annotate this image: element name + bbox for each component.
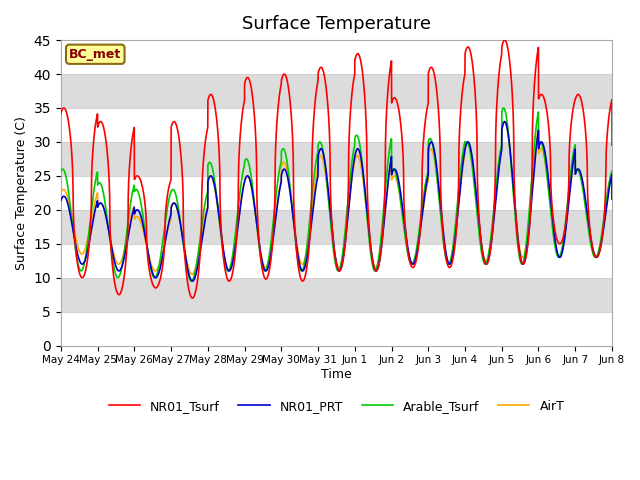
Bar — [61, 74, 612, 108]
Arable_Tsurf — [179, 237, 187, 243]
NR01_Tsurf — [561, 229, 568, 235]
AirT — [179, 235, 187, 241]
NR01_PRT — [377, 250, 385, 255]
NR01_PRT — [179, 236, 187, 242]
NR01_Tsurf — [57, 110, 65, 116]
AirT — [500, 119, 508, 124]
Line: Arable_Tsurf: Arable_Tsurf — [61, 108, 640, 346]
AirT — [408, 261, 416, 267]
Bar — [61, 176, 612, 210]
NR01_PRT — [516, 254, 524, 260]
Arable_Tsurf — [408, 261, 416, 267]
Arable_Tsurf — [57, 168, 65, 174]
Bar — [61, 40, 612, 74]
Bar — [61, 278, 612, 312]
NR01_Tsurf — [408, 264, 416, 270]
NR01_Tsurf — [545, 130, 553, 135]
AirT — [516, 249, 524, 255]
Legend: NR01_Tsurf, NR01_PRT, Arable_Tsurf, AirT: NR01_Tsurf, NR01_PRT, Arable_Tsurf, AirT — [104, 395, 570, 418]
X-axis label: Time: Time — [321, 368, 352, 381]
AirT — [377, 245, 385, 251]
Arable_Tsurf — [561, 229, 568, 235]
NR01_PRT — [500, 119, 508, 124]
Y-axis label: Surface Temperature (C): Surface Temperature (C) — [15, 116, 28, 270]
Bar — [61, 210, 612, 244]
Arable_Tsurf — [500, 105, 508, 111]
Arable_Tsurf — [516, 258, 524, 264]
Line: NR01_Tsurf: NR01_Tsurf — [61, 40, 640, 346]
NR01_PRT — [57, 198, 65, 204]
Text: BC_met: BC_met — [69, 48, 122, 61]
Bar — [61, 142, 612, 176]
NR01_Tsurf — [500, 37, 508, 43]
NR01_PRT — [408, 261, 416, 267]
AirT — [545, 191, 553, 196]
AirT — [57, 190, 65, 195]
Line: AirT: AirT — [61, 121, 640, 346]
AirT — [561, 236, 568, 242]
Line: NR01_PRT: NR01_PRT — [61, 121, 640, 346]
NR01_Tsurf — [377, 250, 385, 256]
NR01_PRT — [545, 183, 553, 189]
NR01_Tsurf — [516, 255, 524, 261]
Bar — [61, 108, 612, 142]
NR01_Tsurf — [179, 181, 187, 187]
Title: Surface Temperature: Surface Temperature — [242, 15, 431, 33]
Arable_Tsurf — [377, 238, 385, 243]
Bar — [61, 244, 612, 278]
Bar — [61, 312, 612, 346]
Arable_Tsurf — [545, 193, 553, 199]
NR01_PRT — [561, 238, 568, 243]
